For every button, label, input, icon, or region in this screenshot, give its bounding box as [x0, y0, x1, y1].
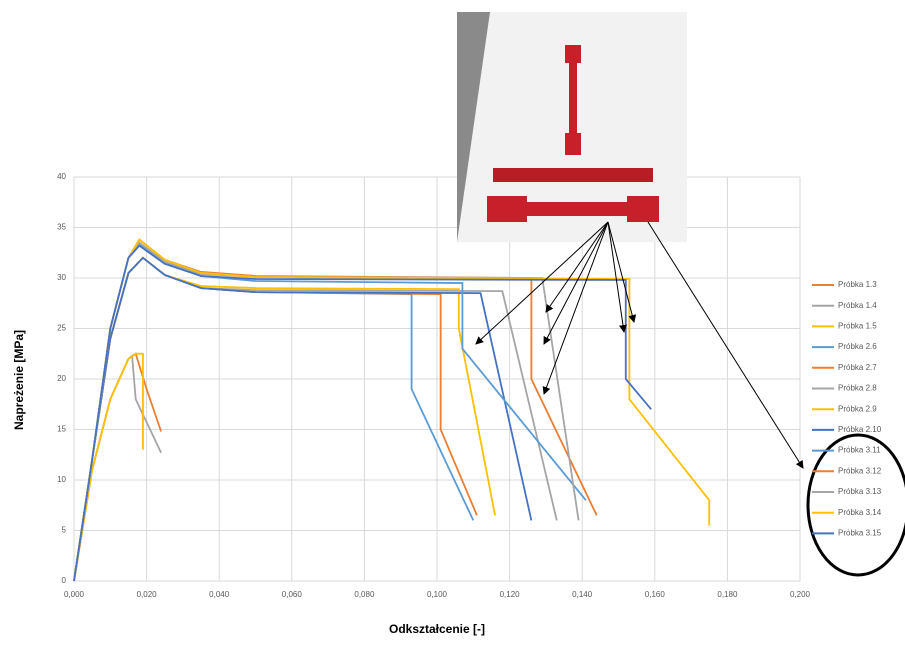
highlight-circle: [806, 433, 905, 577]
y-tick-label: 0: [62, 576, 67, 585]
y-tick-label: 35: [57, 223, 66, 232]
y-tick-label: 15: [57, 425, 66, 434]
legend-label: Próbka 3.11: [838, 446, 881, 455]
x-tick-label: 0,180: [717, 590, 738, 599]
y-tick-label: 10: [57, 475, 66, 484]
x-tick-label: 0,040: [209, 590, 230, 599]
x-axis-title: Odkształcenie [-]: [389, 622, 485, 636]
legend-label: Próbka 1.4: [838, 301, 877, 310]
photo-inset: [457, 12, 687, 242]
legend-label: Próbka 2.9: [838, 404, 877, 413]
y-tick-label: 25: [57, 324, 66, 333]
plot: 0 5 10 15 20 25 30 35 40 0,000 0,020 0,040 0,060 0,08…: [57, 172, 810, 599]
x-tick-label: 0,140: [572, 590, 593, 599]
legend-label: Próbka 3.13: [838, 487, 882, 496]
x-tick-label: 0,160: [645, 590, 666, 599]
arrows: [475, 221, 804, 469]
x-tick-label: 0,100: [427, 590, 448, 599]
series-line: [73, 352, 144, 582]
legend-label: Próbka 1.5: [838, 322, 877, 331]
y-tick-label: 20: [57, 374, 66, 383]
x-tick-label: 0,120: [500, 590, 521, 599]
x-tick-label: 0,080: [354, 590, 375, 599]
legend-label: Próbka 3.14: [838, 508, 882, 517]
legend-label: Próbka 2.8: [838, 384, 877, 393]
series-line: [73, 256, 475, 582]
legend-label: Próbka 2.10: [838, 425, 882, 434]
series-line: [73, 256, 478, 582]
y-tick-label: 30: [57, 273, 66, 282]
series-line: [73, 353, 162, 582]
x-tick-label: 0,060: [282, 590, 303, 599]
y-tick-label: 40: [57, 172, 66, 181]
series-line: [73, 256, 496, 582]
series-line: [73, 244, 652, 582]
legend-label: Próbka 3.15: [838, 529, 882, 538]
legend-label: Próbka 2.6: [838, 342, 877, 351]
legend-label: Próbka 2.7: [838, 363, 877, 372]
series-line: [73, 352, 162, 582]
x-tick-label: 0,000: [64, 590, 85, 599]
x-tick-label: 0,200: [790, 590, 811, 599]
legend-label: Próbka 1.3: [838, 280, 877, 289]
y-axis-title: Napreżenie [MPa]: [12, 330, 26, 430]
y-tick-label: 5: [62, 526, 67, 535]
legend-label: Próbka 3.12: [838, 466, 882, 475]
x-tick-label: 0,020: [137, 590, 158, 599]
